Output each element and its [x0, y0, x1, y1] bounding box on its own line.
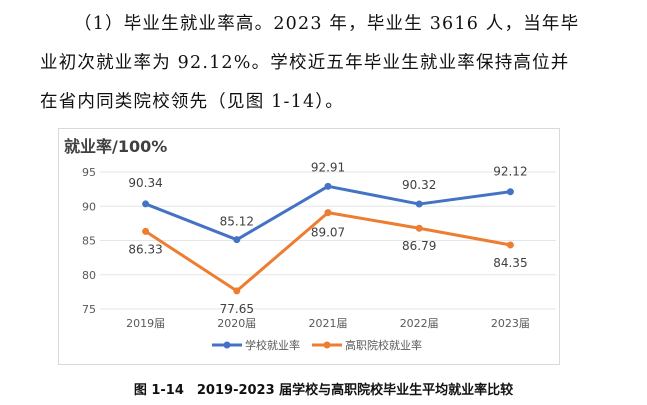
paragraph-line-1: （1）毕业生就业率高。2023 年，毕业生 3616 人，当年毕 — [74, 14, 580, 34]
data-label: 84.35 — [493, 256, 527, 270]
y-tick-label: 85 — [82, 235, 96, 248]
x-tick-label: 2019届 — [126, 317, 165, 330]
legend-marker — [223, 341, 231, 349]
data-label: 85.12 — [220, 215, 254, 229]
data-label: 89.07 — [311, 226, 345, 240]
data-label: 90.32 — [402, 178, 436, 192]
data-label: 86.33 — [128, 242, 162, 256]
legend-label: 学校就业率 — [245, 338, 300, 352]
data-point — [324, 209, 332, 217]
y-tick-label: 80 — [82, 269, 96, 282]
y-tick-label: 75 — [82, 303, 96, 316]
y-tick-label: 95 — [82, 166, 96, 179]
legend-marker — [323, 341, 331, 349]
data-point — [415, 200, 423, 208]
data-label: 92.12 — [493, 165, 527, 179]
figure-caption: 图 1-14 2019-2023 届学校与高职院校毕业生平均就业率比较 — [133, 383, 514, 398]
data-point — [233, 236, 241, 244]
data-label: 77.65 — [220, 302, 254, 316]
data-point — [506, 188, 514, 196]
data-label: 92.91 — [311, 160, 345, 174]
data-point — [324, 182, 332, 190]
x-tick-label: 2020届 — [217, 317, 256, 330]
line-chart — [58, 128, 560, 365]
x-tick-label: 2022届 — [400, 317, 439, 330]
data-label: 90.34 — [128, 176, 162, 190]
data-point — [142, 200, 150, 208]
y-tick-label: 90 — [82, 200, 96, 213]
data-point — [233, 287, 241, 295]
x-tick-label: 2021届 — [309, 317, 348, 330]
data-label: 86.79 — [402, 239, 436, 253]
data-point — [506, 241, 514, 249]
paragraph-line-2: 业初次就业率为 92.12%。学校近五年毕业生就业率保持高位并 — [40, 53, 570, 73]
paragraph-line-3: 在省内同类院校领先（见图 1-14）。 — [40, 92, 344, 112]
x-tick-label: 2023届 — [491, 317, 530, 330]
legend-label: 高职院校就业率 — [345, 338, 422, 352]
data-point — [142, 227, 150, 235]
data-point — [415, 224, 423, 232]
chart-title: 就业率/100% — [64, 137, 167, 156]
